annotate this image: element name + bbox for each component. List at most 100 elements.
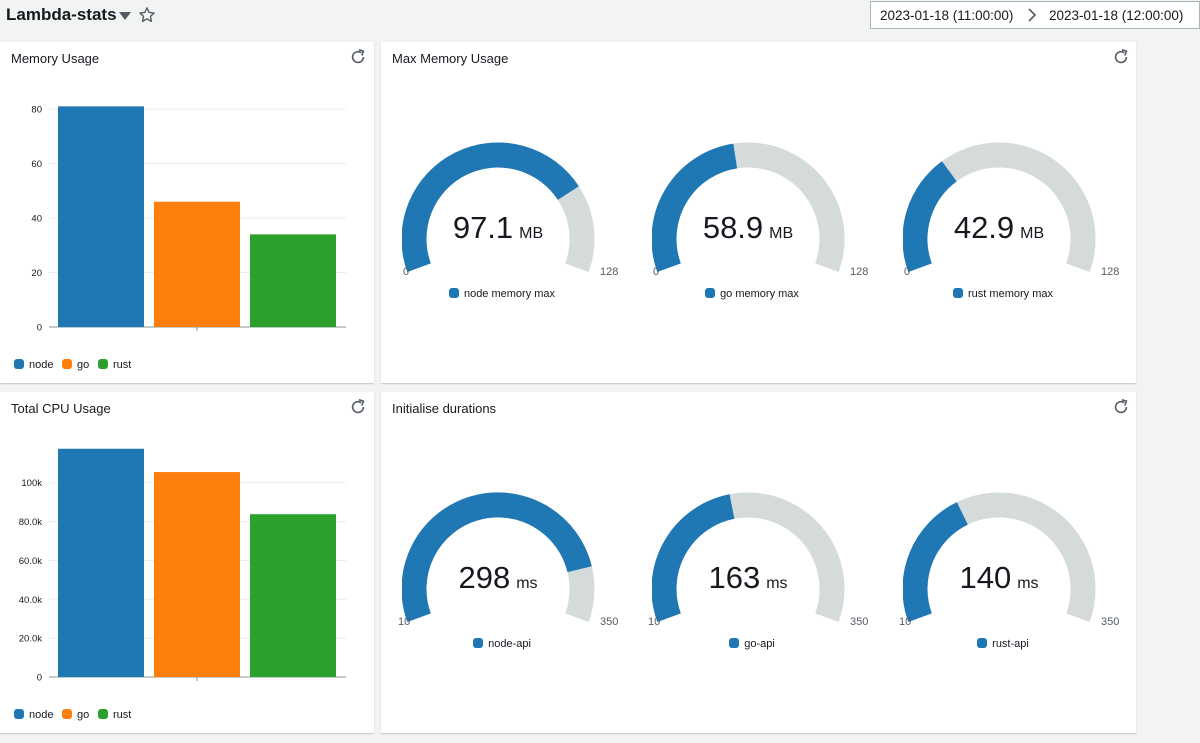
gauge-number: 298 xyxy=(458,560,511,595)
cpu-usage-chart: 0 20.0k 40.0k 60.0k 80.0k 100k xyxy=(19,448,346,684)
panel-title: Initialise durations xyxy=(392,401,497,416)
date-range-end[interactable]: 2023-01-18 (12:00:00) xyxy=(1049,8,1184,23)
gauge-fill xyxy=(903,161,958,272)
gauge-max-label: 350 xyxy=(600,616,619,628)
date-range-start[interactable]: 2023-01-18 (11:00:00) xyxy=(880,8,1014,23)
gauge-number: 58.9 xyxy=(702,210,764,245)
y-tick-label: 80.0k xyxy=(19,517,42,528)
gauge-min-label: 0 xyxy=(403,266,410,278)
gauge-legend-item[interactable]: go-api xyxy=(652,638,852,650)
panel-title: Total CPU Usage xyxy=(11,401,111,416)
gauge-number: 163 xyxy=(708,560,761,595)
gauge-legend-item[interactable]: go memory max xyxy=(652,288,852,300)
legend-swatch xyxy=(14,709,24,719)
gauge-rust-memory-max: 42.9 MB 0 128 rust memory max xyxy=(903,140,1123,315)
bar-node[interactable] xyxy=(58,448,144,677)
dashboard-title: Lambda-stats xyxy=(6,5,117,24)
gauge-value: 163 ms xyxy=(648,560,848,596)
gauge-max-label: 350 xyxy=(850,616,869,628)
gauge-arc xyxy=(652,142,845,272)
gauge-unit: ms xyxy=(516,575,538,592)
gauge-go-api: 163 ms 10 350 go-api xyxy=(648,490,872,665)
gauge-fill xyxy=(402,142,579,272)
legend-swatch xyxy=(473,638,484,648)
gauge-number: 97.1 xyxy=(452,210,514,245)
initialise-durations-panel: Initialise durations 298 ms 10 350 node-api … xyxy=(381,392,1136,733)
gauge-max-label: 350 xyxy=(1101,616,1120,628)
gauge-min-label: 10 xyxy=(398,616,411,628)
gauge-arc xyxy=(402,142,595,272)
legend-swatch xyxy=(14,359,24,369)
gauge-legend-item[interactable]: rust-api xyxy=(903,638,1103,650)
legend-item-rust[interactable]: rust xyxy=(98,709,131,721)
memory-usage-panel: Memory Usage 0 20 40 60 80 node go rust xyxy=(0,42,374,383)
legend-item-go[interactable]: go xyxy=(62,709,89,721)
y-tick-label: 20.0k xyxy=(19,634,42,645)
time-range-picker[interactable]: 2023-01-18 (11:00:00) 2023-01-18 (12:00:… xyxy=(870,1,1200,29)
gauge-fill xyxy=(652,143,738,272)
gauge-unit: ms xyxy=(766,575,788,592)
gauge-node-memory-max: 97.1 MB 0 128 node memory max xyxy=(402,140,622,315)
gauge-min-label: 10 xyxy=(899,616,912,628)
gauge-unit: MB xyxy=(519,225,544,242)
gauge-unit: MB xyxy=(769,225,794,242)
gauge-unit: MB xyxy=(1020,225,1045,242)
bar-go[interactable] xyxy=(154,472,240,677)
y-tick-label: 60 xyxy=(31,159,42,170)
legend-label: node xyxy=(29,709,54,721)
y-tick-label: 60.0k xyxy=(19,556,42,567)
gauge-fill xyxy=(903,502,969,622)
bar-rust[interactable] xyxy=(250,514,336,677)
gauge-legend-label: go-api xyxy=(744,638,775,650)
legend-label: go xyxy=(77,359,90,371)
max-memory-usage-panel: Max Memory Usage 97.1 MB 0 128 node memory m… xyxy=(381,42,1136,383)
gauge-unit: ms xyxy=(1017,575,1039,592)
caret-down-icon[interactable] xyxy=(118,9,132,23)
gauge-max-label: 128 xyxy=(850,266,869,278)
legend-item-node[interactable]: node xyxy=(14,709,53,721)
refresh-icon[interactable] xyxy=(349,48,367,66)
gauge-value: 42.9 MB xyxy=(899,210,1099,246)
panel-title: Memory Usage xyxy=(11,51,100,66)
star-icon[interactable] xyxy=(138,6,156,24)
gauge-fill xyxy=(652,494,735,622)
gauge-value: 58.9 MB xyxy=(648,210,848,246)
y-tick-label: 0 xyxy=(37,323,42,334)
chevron-right-icon xyxy=(1028,8,1037,22)
gauge-legend-label: go memory max xyxy=(720,288,799,300)
gauge-arc xyxy=(903,492,1096,622)
bar-node[interactable] xyxy=(58,106,144,328)
memory-usage-chart: 0 20 40 60 80 xyxy=(31,105,346,334)
gauge-number: 140 xyxy=(959,560,1012,595)
legend-swatch xyxy=(98,359,108,369)
legend-swatch xyxy=(448,288,459,298)
dashboard-header: Lambda-stats 2023-01-18 (11:00:00) 2023-… xyxy=(0,0,1200,36)
gauge-legend-item[interactable]: node-api xyxy=(402,638,602,650)
gauge-max-label: 128 xyxy=(1101,266,1120,278)
y-tick-label: 40 xyxy=(31,214,42,225)
refresh-icon[interactable] xyxy=(349,398,367,416)
legend-label: node xyxy=(29,359,54,371)
legend-swatch xyxy=(98,709,108,719)
y-tick-label: 40.0k xyxy=(19,595,42,606)
refresh-icon[interactable] xyxy=(1112,398,1130,416)
gauge-legend-item[interactable]: node memory max xyxy=(402,288,602,300)
gauge-legend-item[interactable]: rust memory max xyxy=(903,288,1103,300)
gauge-arc xyxy=(402,492,595,622)
legend-swatch xyxy=(62,359,72,369)
bar-go[interactable] xyxy=(154,201,240,327)
legend-item-rust[interactable]: rust xyxy=(98,359,131,371)
gauge-fill xyxy=(402,492,592,622)
gauge-go-memory-max: 58.9 MB 0 128 go memory max xyxy=(652,140,872,315)
legend-item-go[interactable]: go xyxy=(62,359,89,371)
gauge-value: 140 ms xyxy=(899,560,1099,596)
panel-title: Max Memory Usage xyxy=(392,51,509,66)
y-tick-label: 100k xyxy=(21,478,42,489)
bar-rust[interactable] xyxy=(250,234,336,327)
refresh-icon[interactable] xyxy=(1112,48,1130,66)
y-tick-label: 80 xyxy=(31,105,42,116)
legend-swatch xyxy=(953,288,964,298)
legend-item-node[interactable]: node xyxy=(14,359,53,371)
gauge-min-label: 0 xyxy=(653,266,660,278)
gauge-min-label: 0 xyxy=(904,266,911,278)
